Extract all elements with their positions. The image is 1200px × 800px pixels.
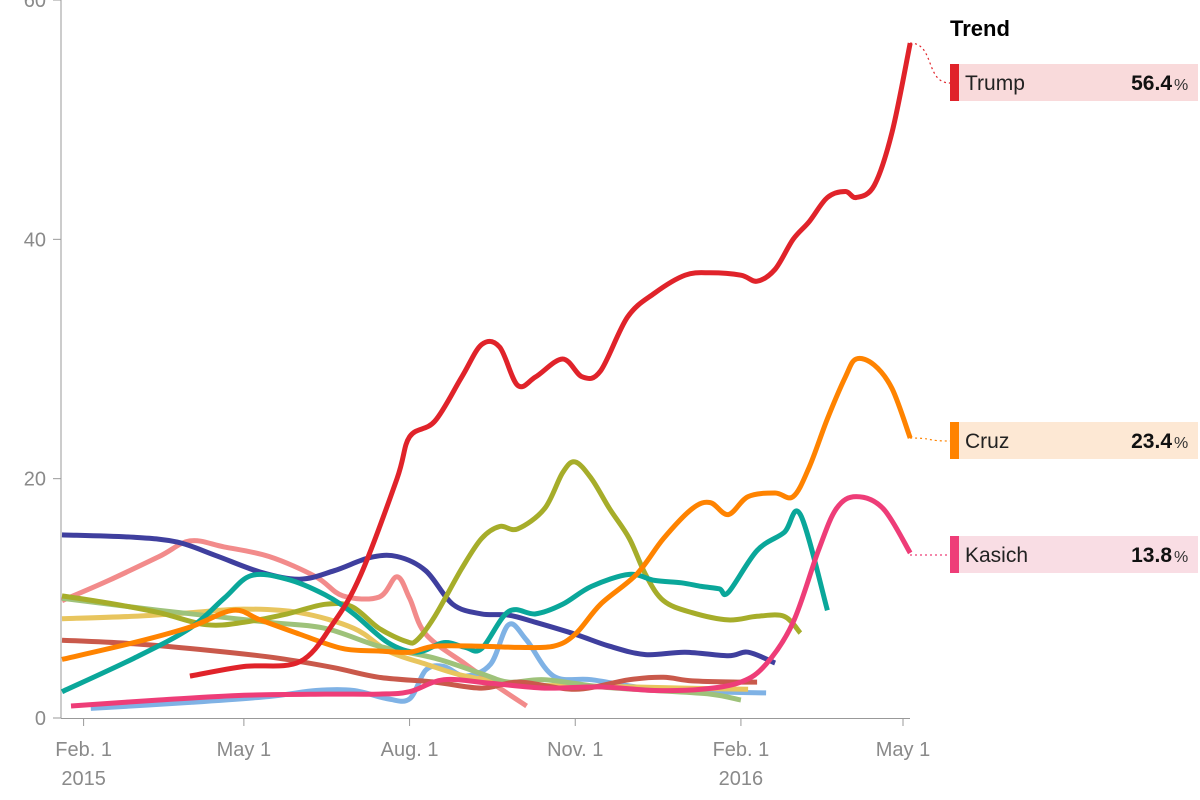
y-tick-label: 0 [35, 708, 46, 730]
series-line-5 [61, 637, 758, 692]
legend-value: 13.8 [1131, 544, 1172, 567]
legend-value: 56.4 [1131, 72, 1172, 95]
y-tick-label: 40 [24, 229, 46, 251]
y-tick-label: 60 [24, 0, 46, 12]
axes: 0 20 40 60 Feb. 1 2015 May 1 Aug. 1 Nov. 1 Feb. 1… [24, 0, 930, 790]
legend-connector [909, 437, 951, 442]
legend-box [950, 422, 1198, 459]
legend-connector [909, 42, 951, 84]
x-tick-label: May 1 [876, 739, 930, 761]
legend-value: 23.4 [1131, 430, 1172, 453]
legend-item-trump: Trump 56.4% [909, 42, 1198, 101]
series-line-9 [61, 355, 913, 662]
legend-swatch [950, 536, 959, 573]
legend-percent-sign: % [1174, 77, 1188, 94]
x-tick-label: Aug. 1 [381, 739, 439, 761]
series-lines [60, 42, 913, 711]
x-tick-year-label: 2015 [61, 768, 106, 790]
series-line-1 [61, 538, 528, 709]
legend-item-cruz: Cruz 23.4% [909, 422, 1198, 459]
legend-name: Kasich [965, 544, 1028, 567]
legend-percent-sign: % [1174, 549, 1188, 566]
series-line-6 [61, 532, 777, 666]
legend-name: Cruz [965, 430, 1009, 453]
legend: Trend Trump 56.4 % Cruz 23.4 % Kasich 13.8% [909, 16, 1198, 573]
series-line-11 [70, 494, 913, 709]
legend-swatch [950, 64, 959, 101]
x-tick-label: Feb. 1 [713, 739, 770, 761]
x-tick-label: Nov. 1 [547, 739, 603, 761]
legend-title: Trend [950, 16, 1010, 41]
y-tick-label: 20 [24, 469, 46, 491]
x-tick-year-label: 2016 [719, 768, 764, 790]
legend-swatch [950, 422, 959, 459]
legend-item-kasich: Kasich 13.8% [910, 536, 1198, 573]
series-line-8 [60, 508, 830, 694]
x-tick-label: Feb. 1 [55, 739, 112, 761]
legend-box [950, 64, 1198, 101]
legend-percent-sign: % [1174, 435, 1188, 452]
series-line-7 [61, 459, 803, 646]
legend-name: Trump [965, 72, 1025, 95]
legend-box [950, 536, 1198, 573]
series-line-10 [189, 42, 913, 679]
x-tick-label: May 1 [217, 739, 271, 761]
